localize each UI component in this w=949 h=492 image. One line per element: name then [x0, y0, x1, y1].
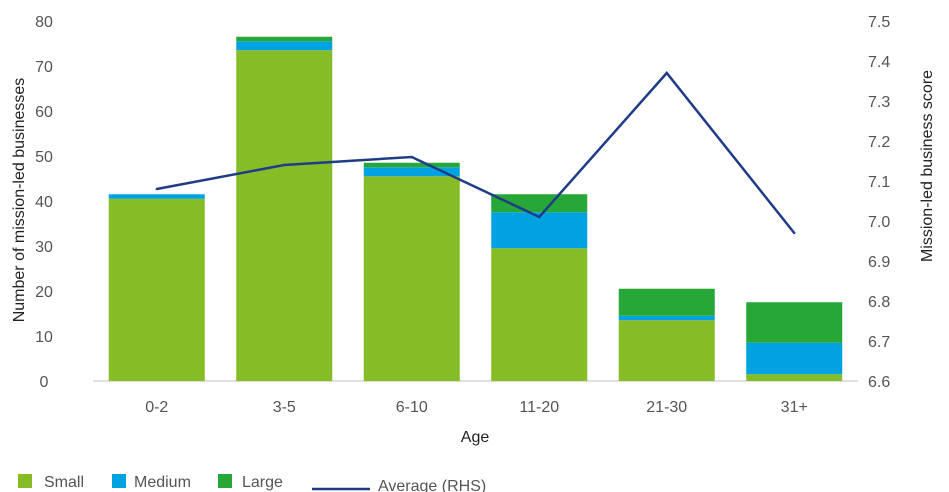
left-y-tick-label: 30 — [35, 239, 53, 256]
right-y-axis-ticks: 6.6 6.7 6.8 6.9 7.0 7.1 7.2 7.3 7.4 7.5 — [868, 14, 890, 391]
average-point — [155, 187, 158, 191]
bar-segment-small-0-2 — [108, 198, 205, 381]
right-y-tick-label: 7.2 — [868, 134, 890, 151]
bars-group — [108, 36, 843, 381]
legend-label-large: Large — [242, 474, 283, 491]
bar-segment-medium-0-2 — [108, 194, 205, 199]
right-y-tick-label: 7.1 — [868, 174, 890, 191]
x-tick-label: 11-20 — [519, 399, 559, 416]
x-tick-label: 0-2 — [145, 399, 168, 416]
legend-label-average: Average (RHS) — [378, 478, 486, 492]
left-y-tick-label: 60 — [35, 104, 53, 121]
left-y-tick-label: 20 — [35, 284, 53, 301]
average-line — [156, 71, 796, 234]
bar-segment-large-31+ — [746, 302, 843, 343]
left-y-axis-ticks: 0 10 20 30 40 50 60 70 80 — [35, 14, 53, 391]
bar-segment-large-3-5 — [236, 36, 333, 42]
bar-segment-large-11-20 — [491, 194, 588, 213]
bar-segment-medium-3-5 — [236, 41, 333, 51]
right-y-tick-label: 6.9 — [868, 254, 890, 271]
right-y-tick-label: 7.4 — [868, 54, 890, 71]
legend-swatch-medium — [112, 474, 126, 488]
legend-label-medium: Medium — [134, 474, 191, 491]
bar-segment-small-3-5 — [236, 50, 333, 381]
x-tick-label: 31+ — [781, 399, 808, 416]
legend-swatch-large — [218, 474, 232, 488]
bar-segment-large-21-30 — [618, 288, 715, 316]
left-y-tick-label: 0 — [40, 374, 49, 391]
left-y-tick-label: 70 — [35, 59, 53, 76]
bar-segment-small-6-10 — [363, 176, 460, 381]
average-point — [665, 71, 668, 75]
right-y-tick-label: 6.7 — [868, 334, 890, 351]
bar-segment-medium-21-30 — [618, 315, 715, 321]
x-tick-label: 3-5 — [273, 399, 296, 416]
bar-segment-small-11-20 — [491, 248, 588, 381]
legend-label-small: Small — [44, 474, 84, 491]
bar-segment-medium-31+ — [746, 342, 843, 375]
x-axis-title: Age — [461, 429, 490, 446]
right-y-tick-label: 6.8 — [868, 294, 890, 311]
legend-swatch-small — [18, 474, 32, 488]
bar-segment-large-6-10 — [363, 162, 460, 168]
right-y-tick-label: 7.3 — [868, 94, 890, 111]
bar-segment-small-31+ — [746, 374, 843, 381]
left-y-axis-title: Number of mission-led businesses — [11, 78, 28, 323]
legend: Small Medium Large Average (RHS) — [18, 474, 486, 492]
left-y-tick-label: 40 — [35, 194, 53, 211]
average-line-group — [155, 71, 796, 235]
average-point — [793, 231, 796, 235]
left-y-tick-label: 50 — [35, 149, 53, 166]
left-y-tick-label: 80 — [35, 14, 53, 31]
x-tick-label: 6-10 — [396, 399, 428, 416]
right-y-tick-label: 7.5 — [868, 14, 890, 31]
bar-segment-medium-6-10 — [363, 167, 460, 177]
left-y-tick-label: 10 — [35, 329, 53, 346]
right-y-tick-label: 7.0 — [868, 214, 890, 231]
average-point — [410, 155, 413, 159]
right-y-tick-label: 6.6 — [868, 374, 890, 391]
x-tick-label: 21-30 — [646, 399, 687, 416]
bar-segment-small-21-30 — [618, 320, 715, 381]
right-y-axis-title: Mission-led business score — [919, 70, 936, 262]
average-point — [283, 163, 286, 167]
x-axis-ticks: 0-2 3-5 6-10 11-20 21-30 31+ — [145, 399, 808, 416]
average-point — [538, 215, 541, 219]
